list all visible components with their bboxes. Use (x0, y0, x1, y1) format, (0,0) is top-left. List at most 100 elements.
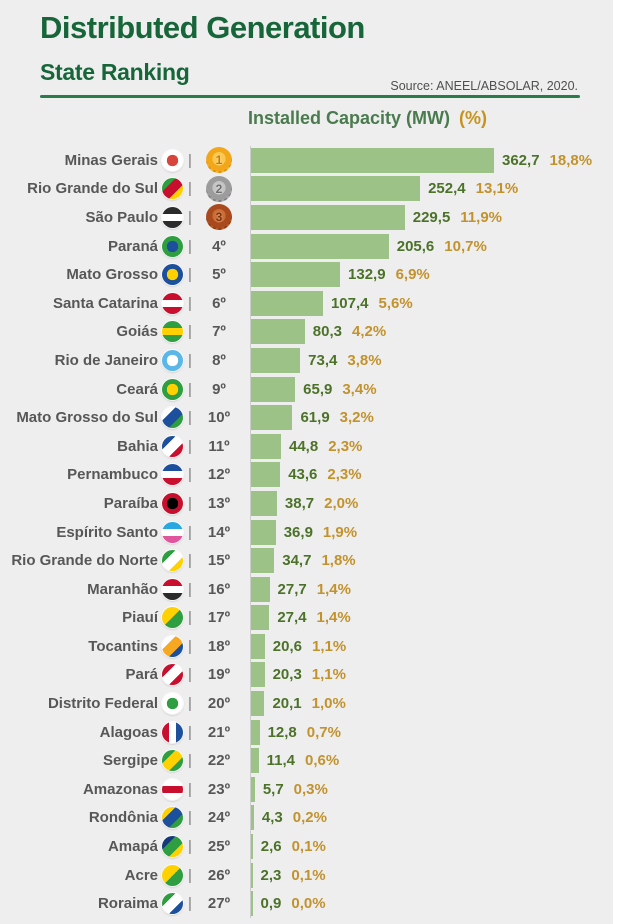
value-label: 38,7 (284, 494, 315, 512)
value-label: 0,9 (260, 895, 282, 913)
rank-cell: 5º (197, 266, 241, 283)
bar-zone: 20,6 1,1% (250, 632, 613, 661)
chart-row: Pará | 19º 20,3 1,1% (0, 660, 613, 690)
state-label: Rio Grande do Norte (11, 552, 158, 570)
value-label: 27,7 (277, 580, 307, 598)
capacity-bar (251, 662, 265, 688)
bar-zone: 229,5 11,9% (250, 203, 613, 232)
state-label: Alagoas (99, 723, 158, 741)
state-label: Minas Gerais (64, 151, 158, 169)
rank-label: 23º (207, 780, 231, 798)
state-flag-icon (162, 492, 183, 514)
percent-label: 0,2% (292, 809, 327, 827)
chart-row: Rio Grande do Sul | 2 252,4 13,1% (0, 174, 613, 204)
chart-row: Amazonas | 23º 5,7 0,3% (0, 775, 613, 804)
rank-cell: 11º (197, 438, 241, 455)
rank-cell: 9º (197, 381, 241, 398)
separator: | (188, 580, 192, 598)
state-flag-icon (162, 864, 183, 886)
bar-zone: 5,7 0,3% (250, 775, 613, 804)
separator: | (188, 351, 192, 369)
separator: | (188, 208, 192, 226)
state-flag-icon (162, 664, 183, 686)
capacity-bar (251, 633, 265, 659)
state-label: Rondônia (88, 809, 158, 827)
rank-label: 18º (207, 637, 231, 655)
capacity-bar (251, 719, 260, 745)
capacity-bar (251, 347, 301, 373)
rank-label: 25º (207, 838, 231, 856)
separator: | (188, 237, 192, 255)
capacity-bar (251, 290, 323, 316)
chart-row: Piauí | 17º 27,4 1,4% (0, 603, 613, 633)
separator: | (188, 323, 192, 341)
chart-row: Paraná | 4º 205,6 10,7% (0, 231, 613, 261)
bar-zone: 2,3 0,1% (250, 860, 613, 890)
chart-row: Roraima | 27º 0,9 0,0% (0, 889, 613, 919)
rank-cell: 20º (197, 695, 241, 712)
capacity-bar (251, 862, 253, 888)
capacity-bar (251, 748, 259, 774)
bar-zone: 36,9 1,9% (250, 517, 613, 547)
rank-label: 15º (207, 552, 231, 570)
state-label: Paraíba (103, 494, 158, 512)
bar-zone: 12,8 0,7% (250, 717, 613, 747)
value-label: 362,7 (502, 151, 540, 169)
rank-cell: 26º (197, 867, 241, 884)
percent-label: 1,0% (311, 695, 346, 713)
state-label: Santa Catarina (52, 294, 158, 312)
state-flag-icon (162, 349, 183, 371)
percent-label: 18,8% (549, 151, 593, 169)
chart-row: Espírito Santo | 14º 36,9 1,9% (0, 517, 613, 547)
rank-cell: 3 (197, 204, 241, 231)
state-flag-icon (162, 407, 183, 429)
rank-label: 5º (212, 266, 226, 284)
state-flag-icon (162, 750, 183, 772)
capacity-bar (251, 805, 254, 831)
rank-cell: 25º (197, 838, 241, 855)
state-flag-icon (162, 206, 183, 228)
capacity-bar (251, 691, 265, 717)
percent-label: 1,9% (322, 523, 358, 541)
rank-cell: 16º (197, 581, 241, 598)
capacity-bar (251, 233, 389, 259)
rank-cell: 14º (197, 524, 241, 541)
value-label: 44,8 (289, 437, 319, 455)
bar-zone: 107,4 5,6% (250, 288, 613, 318)
separator: | (188, 609, 192, 627)
state-label: Mato Grosso do Sul (16, 409, 158, 427)
value-label: 73,4 (308, 351, 338, 369)
rank-cell: 22º (197, 752, 241, 769)
separator: | (188, 437, 192, 455)
rank-cell: 6º (197, 295, 241, 312)
separator: | (188, 180, 192, 198)
percent-label: 2,3% (328, 437, 363, 455)
state-label: Sergipe (102, 752, 158, 770)
state-label: Rio Grande do Sul (27, 180, 158, 198)
separator: | (188, 723, 192, 741)
rank-label: 4º (212, 237, 226, 255)
state-flag-icon (162, 578, 183, 600)
state-flag-icon (162, 836, 183, 858)
capacity-bar (251, 548, 275, 574)
rank-label: 20º (207, 695, 231, 713)
value-label: 65,9 (303, 380, 333, 398)
header-divider (40, 95, 580, 98)
percent-label: 0,1% (291, 866, 326, 884)
capacity-bar (251, 834, 253, 860)
chart-row: Mato Grosso do Sul | 10º 61,9 3,2% (0, 403, 613, 432)
rank-label: 12º (207, 466, 231, 484)
rank-cell: 15º (197, 552, 241, 569)
column-header: Installed Capacity (MW) (%) (248, 108, 487, 129)
value-label: 20,6 (272, 637, 302, 655)
rank-cell: 10º (197, 409, 241, 426)
state-flag-icon (162, 607, 183, 629)
chart-row: Maranhão | 16º 27,7 1,4% (0, 574, 613, 604)
value-label: 2,6 (260, 838, 282, 856)
value-label: 4,3 (261, 809, 283, 827)
separator: | (188, 809, 192, 827)
rank-cell: 19º (197, 666, 241, 683)
rank-cell: 12º (197, 466, 241, 483)
capacity-bar (251, 405, 293, 431)
separator: | (188, 466, 192, 484)
